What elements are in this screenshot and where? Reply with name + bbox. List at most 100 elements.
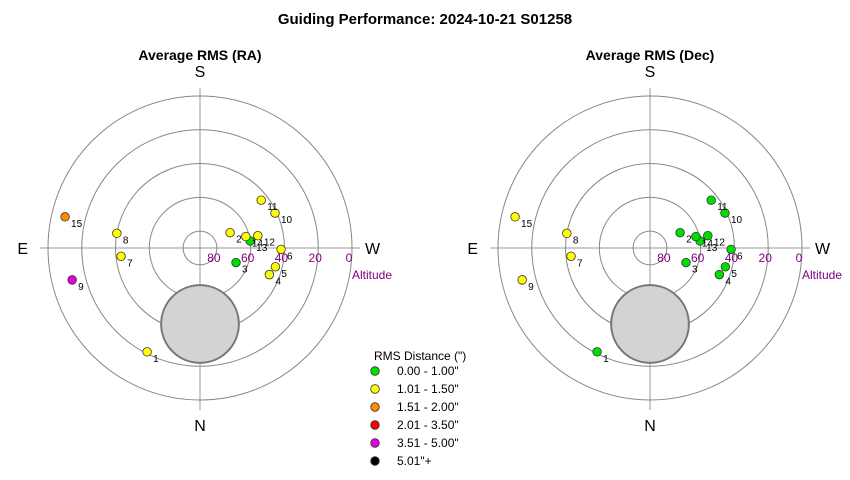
data-point-14 [691, 231, 701, 242]
data-point-2 [225, 227, 235, 238]
data-point-12 [253, 231, 263, 241]
data-point-3 [681, 257, 691, 268]
data-point-label: 9 [78, 282, 84, 293]
data-point-label: 14 [702, 239, 714, 250]
plot-title-dec: Average RMS (Dec) [586, 47, 715, 63]
plot-ra: Average RMS (RA)SNE W80 60 40 20 0Altitude123… [17, 47, 392, 435]
data-point-10 [270, 208, 280, 218]
data-point-4 [714, 269, 725, 280]
data-point-label: 11 [717, 202, 728, 213]
legend-item-label: 5.01"+ [397, 454, 432, 468]
altitude-tick-label: 60 [241, 251, 255, 265]
data-point-14 [241, 231, 251, 242]
legend-item-label: 2.01 - 3.50" [397, 418, 459, 432]
direction-label-left: E [467, 241, 478, 258]
data-point-label: 7 [127, 258, 133, 269]
data-point-label: 9 [528, 282, 534, 293]
data-point-label: 14 [252, 239, 264, 250]
data-point-label: 13 [256, 243, 268, 254]
legend-item-label: 1.01 - 1.50" [397, 382, 459, 396]
data-point-8 [112, 228, 122, 239]
direction-label-top: S [195, 64, 206, 81]
legend: RMS Distance (") 0.00 - 1.00" 1.01 - 1.50… [370, 349, 466, 468]
legend-swatch [370, 420, 380, 430]
data-point-10 [720, 208, 730, 218]
altitude-tick-label: 40 [725, 251, 739, 265]
data-point-label: 4 [275, 277, 281, 288]
plot-title-ra: Average RMS (RA) [138, 47, 261, 63]
data-point-label: 3 [692, 265, 698, 276]
data-point-label: 8 [123, 235, 129, 246]
data-point-3 [231, 257, 241, 268]
data-point-label: 6 [737, 251, 743, 262]
data-point-label: 13 [706, 243, 718, 254]
exclusion-zone [160, 284, 240, 364]
direction-label-top: S [645, 64, 656, 81]
direction-label-right: W [815, 241, 831, 258]
legend-swatch [370, 402, 380, 412]
legend-item-label: 0.00 - 1.00" [397, 364, 459, 378]
altitude-tick-label: 80 [657, 251, 671, 265]
data-point-12 [703, 231, 713, 241]
data-point-7 [566, 251, 576, 261]
data-point-label: 2 [686, 235, 692, 246]
data-point-7 [116, 251, 126, 261]
altitude-axis-label: Altitude [802, 268, 842, 282]
altitude-tick-label: 60 [691, 251, 705, 265]
chart-title: Guiding Performance: 2024-10-21 S01258 [278, 11, 572, 28]
data-point-5 [270, 262, 281, 272]
data-point-label: 4 [725, 277, 731, 288]
altitude-tick-label: 20 [759, 251, 773, 265]
data-point-6 [726, 244, 736, 255]
data-point-4 [264, 269, 275, 280]
legend-title: RMS Distance (") [374, 349, 466, 363]
direction-label-bottom: N [194, 418, 206, 435]
legend-item-label: 1.51 - 2.00" [397, 400, 459, 414]
data-point-label: 6 [287, 251, 293, 262]
data-point-8 [562, 228, 572, 239]
data-point-label: 7 [577, 258, 583, 269]
data-point-1 [142, 347, 152, 357]
direction-label-left: E [17, 241, 28, 258]
data-point-label: 15 [521, 219, 533, 230]
data-point-label: 5 [731, 269, 737, 280]
legend-swatch [370, 438, 380, 448]
legend-swatch [370, 366, 380, 376]
altitude-ring-20 [531, 129, 769, 367]
data-point-label: 11 [267, 202, 278, 213]
data-point-1 [592, 347, 602, 357]
altitude-tick-label: 20 [309, 251, 323, 265]
data-point-label: 12 [714, 238, 726, 249]
data-point-9 [67, 275, 77, 285]
plot-dec: Average RMS (Dec)SNE W80 60 40 20 0Altitude12… [467, 47, 842, 435]
data-point-label: 5 [281, 269, 287, 280]
data-point-11 [706, 195, 716, 205]
altitude-ring-20 [81, 129, 319, 367]
data-point-6 [276, 244, 286, 255]
data-point-label: 2 [236, 235, 242, 246]
altitude-tick-label: 0 [796, 251, 803, 265]
data-point-label: 12 [264, 238, 276, 249]
data-point-11 [256, 195, 266, 205]
altitude-ring-0 [47, 95, 353, 401]
altitude-tick-label: 80 [207, 251, 221, 265]
data-point-label: 15 [71, 219, 83, 230]
legend-swatch [370, 384, 380, 394]
data-point-5 [720, 262, 731, 272]
data-point-label: 1 [153, 354, 159, 365]
altitude-ring-80 [182, 230, 218, 266]
data-point-label: 1 [603, 354, 609, 365]
altitude-ring-80 [632, 230, 668, 266]
data-point-9 [517, 275, 527, 285]
data-point-15 [60, 212, 70, 222]
altitude-tick-label: 0 [346, 251, 353, 265]
legend-swatch [370, 456, 380, 466]
altitude-axis-label: Altitude [352, 268, 392, 282]
data-point-label: 3 [242, 265, 248, 276]
data-point-2 [675, 227, 685, 238]
direction-label-bottom: N [644, 418, 656, 435]
altitude-tick-label: 40 [275, 251, 289, 265]
exclusion-zone [610, 284, 690, 364]
data-point-label: 8 [573, 235, 579, 246]
